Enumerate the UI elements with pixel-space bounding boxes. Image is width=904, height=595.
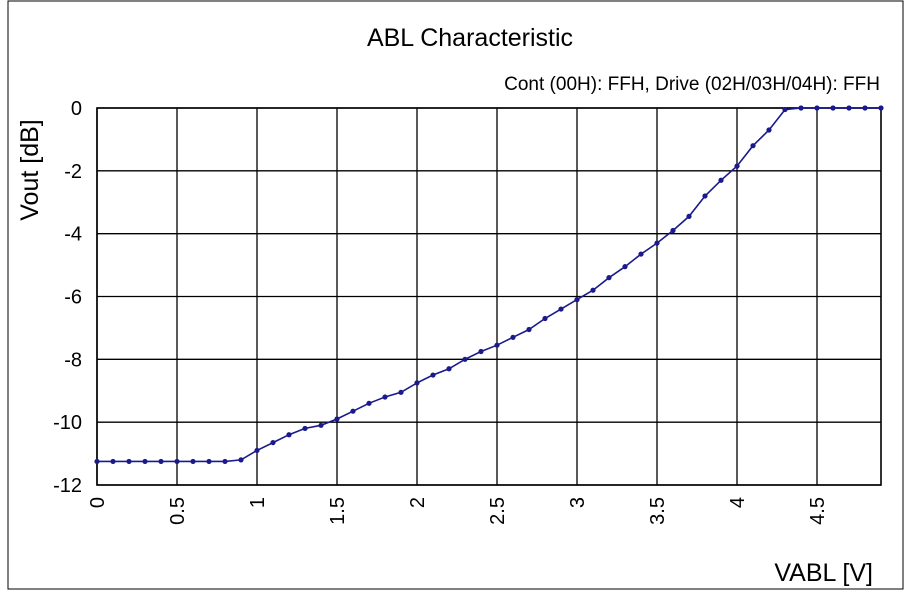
data-point	[782, 106, 788, 113]
data-point	[542, 315, 548, 322]
y-axis-label: Vout [dB]	[16, 119, 44, 220]
data-point	[350, 408, 356, 414]
data-point	[414, 380, 420, 386]
x-tick-label: 3.5	[647, 497, 669, 525]
y-tick-label: -4	[64, 224, 82, 246]
data-point	[670, 227, 676, 234]
data-point	[158, 458, 164, 465]
data-point	[574, 297, 580, 303]
data-point	[398, 389, 404, 395]
series-layer	[94, 105, 884, 465]
x-tick-label: 3	[567, 497, 589, 508]
data-point	[702, 193, 708, 199]
data-point	[734, 163, 740, 169]
data-point	[382, 394, 388, 400]
chart-title: ABL Characteristic	[367, 24, 573, 52]
data-point	[222, 458, 228, 465]
data-point	[766, 127, 772, 133]
x-axis-label: VABL [V]	[774, 559, 873, 587]
data-point	[142, 458, 148, 465]
y-tick-label: -10	[53, 412, 82, 434]
data-point	[174, 458, 180, 465]
y-tick-label: -2	[64, 161, 82, 183]
x-tick-label: 0.5	[167, 497, 189, 525]
x-tick-label: 4.5	[807, 497, 829, 525]
data-point	[558, 306, 564, 312]
data-point	[478, 348, 484, 355]
x-tick-label: 4	[727, 497, 749, 508]
data-point	[686, 213, 692, 219]
y-tick-label: -6	[64, 287, 82, 309]
data-point	[318, 422, 324, 428]
data-point	[798, 105, 804, 111]
data-point	[254, 447, 260, 454]
data-point	[462, 356, 468, 362]
x-tick-label: 2.5	[487, 497, 509, 525]
data-point	[206, 458, 212, 465]
data-point	[638, 251, 644, 257]
data-point	[606, 275, 612, 281]
y-tick-label: -12	[53, 475, 82, 497]
data-point	[126, 458, 132, 465]
data-point	[846, 105, 852, 111]
data-point	[510, 334, 516, 340]
data-point	[286, 432, 292, 438]
data-point	[830, 105, 836, 111]
data-point	[622, 264, 628, 270]
data-point	[366, 400, 372, 406]
data-point	[878, 105, 884, 111]
data-point	[302, 425, 308, 432]
plot-border	[96, 107, 882, 486]
data-point	[334, 416, 340, 422]
data-point	[494, 342, 500, 348]
data-point	[814, 105, 820, 111]
data-point	[654, 240, 660, 246]
data-point	[430, 372, 436, 378]
data-point	[718, 177, 724, 183]
data-point	[238, 457, 244, 463]
data-point	[446, 366, 452, 372]
chart-subtitle: Cont (00H): FFH, Drive (02H/03H/04H): FF…	[504, 74, 880, 95]
data-point	[750, 143, 756, 149]
y-tick-label: 0	[71, 98, 82, 120]
data-point	[94, 458, 100, 465]
data-point	[110, 458, 116, 465]
data-point	[526, 326, 532, 333]
x-tick-label: 1.5	[327, 497, 349, 525]
series-line	[97, 107, 881, 463]
data-point	[270, 439, 276, 446]
x-tick-label: 0	[87, 497, 109, 508]
y-tick-label: -8	[64, 349, 82, 371]
tick-label-layer: 0 0.5 1 1.5 2 2.5 3 3.5 4 4.5 0 -2 -4 -6 -8 -10 -12	[53, 98, 829, 525]
data-point	[190, 458, 196, 465]
x-tick-label: 2	[407, 497, 429, 508]
data-point	[590, 287, 596, 293]
data-point	[862, 105, 868, 111]
x-tick-label: 1	[247, 497, 269, 508]
